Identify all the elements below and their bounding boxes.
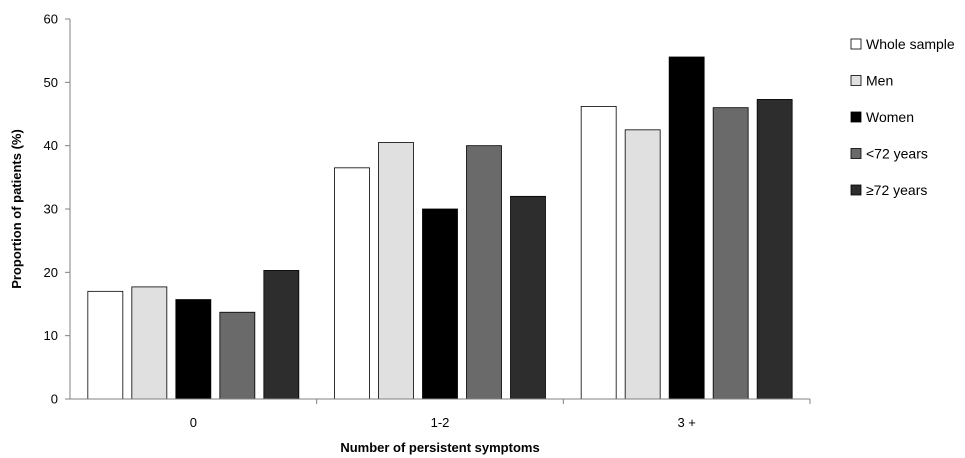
legend-swatch [850, 111, 862, 123]
bar [466, 145, 502, 400]
bar [624, 129, 661, 400]
x-tick-label: 0 [190, 415, 197, 430]
y-axis-title: Proportion of patients (%) [9, 129, 24, 289]
y-tick-label: 50 [44, 75, 58, 90]
x-tick-label: 1-2 [431, 415, 450, 430]
bar [263, 270, 300, 400]
x-axis-ticks: 0 1-2 3 + [190, 399, 811, 430]
bar [668, 56, 705, 400]
bar [580, 106, 617, 400]
bar [334, 167, 370, 400]
y-axis-ticks: 0 10 20 30 40 50 60 [44, 12, 70, 407]
y-tick-label: 20 [44, 265, 58, 280]
bar [712, 107, 749, 400]
x-tick-label: 3 + [677, 415, 695, 430]
y-tick-label: 0 [51, 392, 58, 407]
legend-label: <72 years [866, 146, 928, 162]
legend-label: Women [866, 109, 914, 125]
legend-swatch [850, 148, 862, 159]
y-tick-label: 60 [44, 12, 58, 27]
bar [756, 99, 793, 400]
bar [175, 299, 212, 400]
legend-swatch [850, 184, 862, 196]
y-tick-label: 10 [44, 328, 58, 343]
x-axis-title: Number of persistent symptoms [340, 440, 539, 455]
bar [378, 142, 414, 400]
y-tick-label: 40 [44, 138, 58, 153]
legend-swatch [850, 38, 862, 50]
bar [422, 208, 458, 400]
legend-label: Whole sample [866, 36, 955, 52]
legend: Whole sample Men Women <72 years ≥72 years [850, 36, 955, 198]
plot-area [87, 56, 793, 400]
bar [219, 311, 256, 400]
bar [87, 290, 124, 400]
y-tick-label: 30 [44, 202, 58, 217]
legend-swatch [850, 75, 862, 86]
bar [131, 286, 168, 400]
legend-label: ≥72 years [866, 182, 927, 198]
bar [510, 195, 546, 400]
legend-label: Men [866, 73, 893, 89]
